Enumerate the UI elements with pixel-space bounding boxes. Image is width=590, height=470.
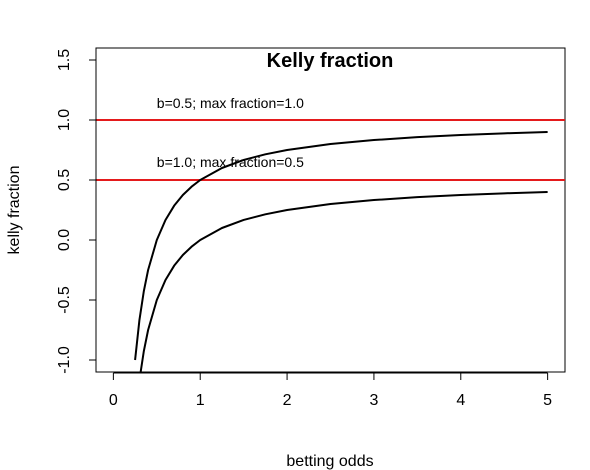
y-tick-label: 0.0: [56, 229, 73, 251]
y-tick-label: 0.5: [56, 169, 73, 191]
x-tick-label: 2: [283, 392, 292, 409]
annotation-2: b=1.0; max fraction=0.5: [157, 154, 304, 170]
x-axis-label: betting odds: [286, 453, 373, 470]
y-axis: -1.0 -0.5 0.0 0.5 1.0 1.5: [56, 49, 97, 374]
y-axis-label: kelly fraction: [6, 166, 23, 255]
y-tick-label: -0.5: [56, 286, 73, 314]
x-axis: 0 1 2 3 4 5: [109, 372, 552, 409]
annotations: b=0.5; max fraction=1.0 b=1.0; max fracti…: [157, 95, 304, 170]
series-line-1: [134, 131, 548, 361]
series-line-2: [139, 191, 548, 372]
x-tick-label: 0: [109, 392, 118, 409]
y-tick-label: -1.0: [56, 346, 73, 374]
series-layer: [134, 131, 548, 372]
y-tick-label: 1.0: [56, 109, 73, 131]
x-tick-label: 3: [369, 392, 378, 409]
x-tick-label: 4: [456, 392, 465, 409]
y-tick-label: 1.5: [56, 49, 73, 71]
annotation-1: b=0.5; max fraction=1.0: [157, 95, 304, 111]
x-tick-label: 5: [543, 392, 552, 409]
x-tick-label: 1: [196, 392, 205, 409]
chart-title: Kelly fraction: [267, 50, 394, 72]
reference-lines: [96, 119, 565, 181]
